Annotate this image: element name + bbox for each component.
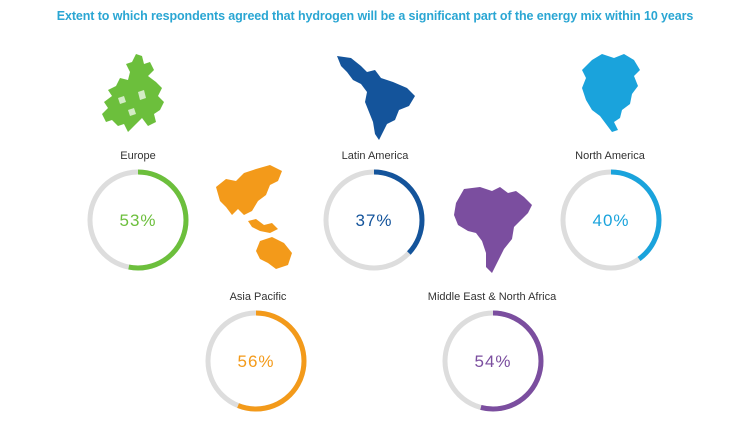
ring-middle-east-north-africa: 54%	[442, 310, 544, 412]
latin-america-map-icon	[337, 56, 415, 140]
value-label-asia-pacific: 56%	[237, 352, 274, 371]
north-america-map-icon	[582, 54, 640, 132]
ring-latin-america: 37%	[323, 169, 425, 271]
chart-title: Extent to which respondents agreed that …	[56, 9, 694, 23]
middle-east-africa-map-icon	[454, 187, 532, 273]
label-asia-pacific: Asia Pacific	[229, 291, 287, 303]
ring-europe: 53%	[87, 169, 189, 271]
label-latin-america: Latin America	[341, 150, 409, 162]
ring-north-america: 40%	[560, 169, 662, 271]
label-middle-east-north-africa: Middle East & North Africa	[427, 291, 557, 303]
value-label-latin-america: 37%	[355, 211, 392, 230]
value-label-middle-east-north-africa: 54%	[474, 352, 511, 371]
label-north-america: North America	[575, 150, 645, 162]
europe-map-icon	[102, 54, 164, 132]
label-europe: Europe	[120, 150, 156, 162]
value-label-europe: 53%	[119, 211, 156, 230]
ring-asia-pacific: 56%	[205, 310, 307, 412]
value-label-north-america: 40%	[592, 211, 629, 230]
asia-pacific-map-icon	[216, 165, 292, 269]
